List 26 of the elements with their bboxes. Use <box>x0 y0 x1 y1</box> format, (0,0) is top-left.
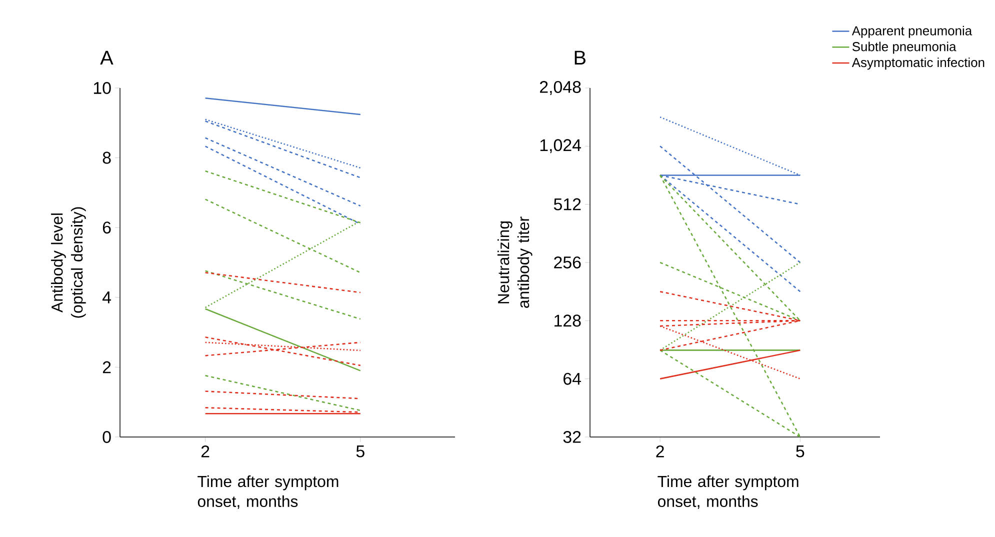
y-tick-label: 4 <box>102 292 112 304</box>
chart-title: A <box>100 50 114 65</box>
legend-label: Subtle pneumonia <box>852 42 956 54</box>
y-tick-label: 2,048 <box>540 80 581 95</box>
y-tick-label: 256 <box>554 256 581 268</box>
y-tick-label: 2 <box>102 361 111 374</box>
y-tick-label: 10 <box>94 82 111 94</box>
y-tick-label: 6 <box>102 222 111 234</box>
y-tick-label: 1,024 <box>540 139 582 154</box>
legend-label: Asymptomatic infection <box>852 58 984 70</box>
chart-title: B <box>574 50 586 65</box>
x-tick-label: 2 <box>201 445 210 458</box>
x-axis-title: Time after symptom onset, months <box>658 475 798 509</box>
y-tick-label: 512 <box>554 198 581 210</box>
x-tick-label: 2 <box>656 445 664 458</box>
legend-label: Apparent pneumonia <box>852 26 972 38</box>
y-axis-title: Antibody level (optical density) <box>51 207 86 318</box>
x-tick-label: 5 <box>796 445 804 458</box>
y-axis-title: Neutralizing antibody titer <box>498 216 532 308</box>
y-tick-label: 8 <box>102 152 111 164</box>
y-tick-label: 64 <box>564 372 582 385</box>
y-tick-label: 0 <box>102 430 111 443</box>
y-tick-label: 128 <box>554 314 581 327</box>
y-tick-label: 32 <box>563 430 581 443</box>
x-tick-label: 5 <box>356 445 364 458</box>
x-axis-title: Time after symptom onset, months <box>198 475 338 509</box>
